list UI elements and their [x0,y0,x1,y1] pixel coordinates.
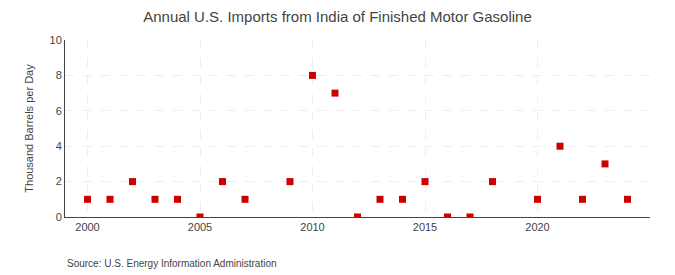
svg-text:Source: U.S. Energy Informatio: Source: U.S. Energy Information Administ… [67,258,277,269]
svg-text:2015: 2015 [413,221,437,233]
svg-text:8: 8 [56,69,62,81]
svg-text:Thousand Barrels per Day: Thousand Barrels per Day [23,64,35,193]
svg-text:2: 2 [56,175,62,187]
svg-text:Annual U.S. Imports from India: Annual U.S. Imports from India of Finish… [143,8,532,25]
svg-text:6: 6 [56,105,62,117]
svg-text:2005: 2005 [188,221,212,233]
svg-text:2010: 2010 [300,221,324,233]
svg-text:2020: 2020 [525,221,549,233]
svg-text:4: 4 [56,140,62,152]
svg-text:2000: 2000 [75,221,99,233]
svg-text:10: 10 [50,34,62,46]
svg-text:0: 0 [56,211,62,223]
